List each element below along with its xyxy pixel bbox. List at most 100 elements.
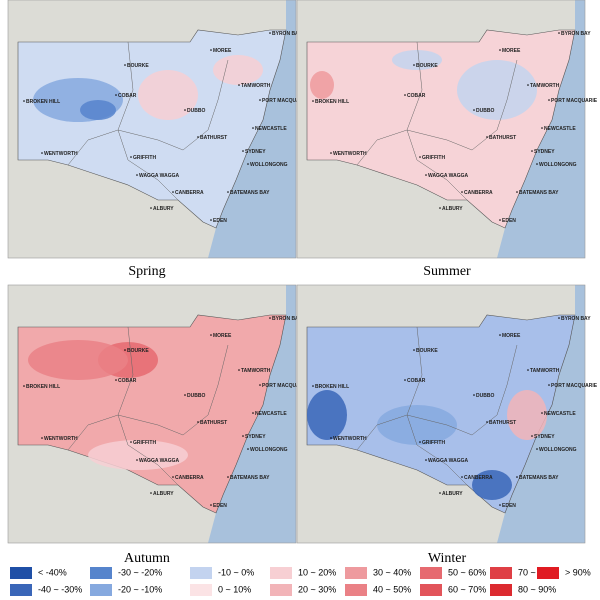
legend-swatch: [490, 567, 512, 579]
town-label: BROKEN HILL: [26, 99, 60, 105]
town-label: DUBBO: [476, 108, 494, 114]
anomaly-patch: [88, 440, 188, 470]
town-marker: [184, 109, 186, 111]
town-label: CANBERRA: [175, 190, 204, 196]
town-marker: [210, 334, 212, 336]
town-label: WENTWORTH: [44, 436, 78, 442]
legend-swatch: [10, 567, 32, 579]
town-marker: [23, 385, 25, 387]
panel-label: Summer: [423, 264, 471, 279]
town-marker: [247, 448, 249, 450]
anomaly-patch: [457, 60, 537, 120]
town-label: WAGGA WAGGA: [428, 458, 468, 464]
town-marker: [41, 152, 43, 154]
ocean: [497, 285, 585, 543]
town-label: EDEN: [502, 503, 516, 509]
ocean: [208, 0, 296, 258]
legend-swatch: [345, 567, 367, 579]
town-marker: [312, 385, 314, 387]
town-marker: [330, 152, 332, 154]
town-label: BATHURST: [489, 420, 516, 426]
town-label: WOLLONGONG: [250, 162, 288, 168]
town-marker: [536, 448, 538, 450]
legend-swatch: [190, 584, 212, 596]
map-body: [8, 0, 296, 258]
district-boundary: [117, 41, 229, 151]
panel-label: Autumn: [124, 551, 170, 566]
legend-swatch: [270, 584, 292, 596]
town-label: ALBURY: [153, 206, 174, 212]
district-boundary: [356, 129, 468, 201]
district-boundary: [117, 326, 229, 436]
town-marker: [486, 421, 488, 423]
town-marker: [136, 174, 138, 176]
town-marker: [548, 384, 550, 386]
town-label: GRIFFITH: [422, 440, 445, 446]
town-label: BROKEN HILL: [315, 384, 349, 390]
panel-frame: [296, 284, 586, 544]
town-marker: [516, 191, 518, 193]
town-marker: [210, 49, 212, 51]
legend-swatch: [420, 567, 442, 579]
anomaly-patch: [507, 390, 547, 440]
panel-frame: [7, 0, 297, 259]
town-label: WENTWORTH: [44, 151, 78, 157]
town-label: COBAR: [118, 378, 137, 384]
town-marker: [197, 421, 199, 423]
town-label: GRIFFITH: [133, 155, 156, 161]
town-label: DUBBO: [187, 108, 205, 114]
town-label: MOREE: [502, 48, 521, 54]
town-marker: [269, 317, 271, 319]
map-body: [8, 285, 296, 543]
town-marker: [516, 476, 518, 478]
town-label: NEWCASTLE: [544, 411, 576, 417]
town-marker: [419, 156, 421, 158]
town-label: BATHURST: [200, 420, 227, 426]
legend-swatch: [90, 567, 112, 579]
legend-label: 20 ~ 30%: [298, 584, 336, 594]
town-marker: [425, 459, 427, 461]
town-label: BOURKE: [127, 348, 149, 354]
town-marker: [210, 504, 212, 506]
town-label: CANBERRA: [464, 475, 493, 481]
town-label: BATEMANS BAY: [230, 475, 270, 481]
town-marker: [312, 100, 314, 102]
town-label: WENTWORTH: [333, 151, 367, 157]
town-marker: [558, 32, 560, 34]
anomaly-patches: [310, 50, 537, 120]
town-marker: [439, 207, 441, 209]
town-label: COBAR: [407, 93, 426, 99]
legend-label: -30 ~ -20%: [118, 567, 162, 577]
town-label: BYRON BAY: [561, 31, 591, 37]
town-label: BATEMANS BAY: [230, 190, 270, 196]
legend-label: 30 ~ 40%: [373, 567, 411, 577]
town-label: EDEN: [213, 218, 227, 224]
town-label: BOURKE: [416, 348, 438, 354]
town-label: GRIFFITH: [133, 440, 156, 446]
town-label: BYRON BAY: [272, 316, 302, 322]
town-label: WAGGA WAGGA: [139, 458, 179, 464]
legend-label: -20 ~ -10%: [118, 584, 162, 594]
town-marker: [172, 191, 174, 193]
town-marker: [499, 504, 501, 506]
map-panel: BYRON BAY MOREE BOURKE TAMWORTH PORT MACQUAR…: [296, 0, 598, 259]
anomaly-patch: [80, 100, 116, 120]
town-label: TAMWORTH: [530, 83, 560, 89]
town-marker: [252, 412, 254, 414]
anomaly-patch: [310, 71, 334, 99]
town-label: MOREE: [502, 333, 521, 339]
town-marker: [41, 437, 43, 439]
town-marker: [269, 32, 271, 34]
town-marker: [172, 476, 174, 478]
town-label: DUBBO: [476, 393, 494, 399]
town-marker: [461, 476, 463, 478]
town-label: PORT MACQUARIE: [551, 98, 598, 104]
legend-swatch: [537, 567, 559, 579]
map-panel: BYRON BAY MOREE BOURKE TAMWORTH PORT MACQUAR…: [7, 0, 309, 259]
town-marker: [197, 136, 199, 138]
town-marker: [227, 191, 229, 193]
legend-swatch: [190, 567, 212, 579]
town-marker: [531, 435, 533, 437]
town-marker: [238, 84, 240, 86]
town-label: COBAR: [407, 378, 426, 384]
